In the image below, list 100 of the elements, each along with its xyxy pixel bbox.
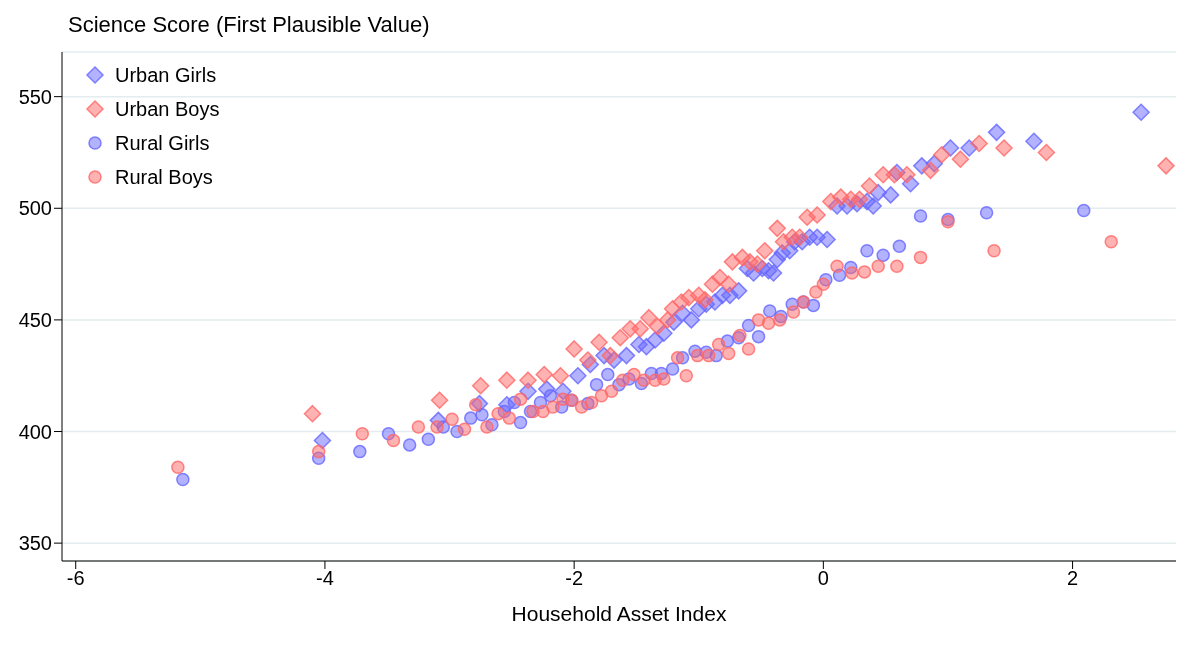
legend-label: Rural Girls bbox=[115, 131, 210, 155]
point bbox=[711, 337, 726, 352]
point bbox=[657, 372, 671, 386]
point bbox=[1037, 143, 1056, 162]
point bbox=[995, 139, 1013, 157]
point bbox=[617, 346, 636, 365]
point bbox=[457, 422, 472, 437]
point bbox=[519, 371, 537, 389]
point bbox=[663, 299, 682, 318]
x-tick-label: 2 bbox=[1067, 567, 1079, 590]
point bbox=[830, 259, 844, 274]
point bbox=[551, 366, 570, 385]
point bbox=[741, 342, 756, 356]
point bbox=[491, 406, 505, 421]
point bbox=[502, 411, 517, 425]
point bbox=[763, 304, 777, 318]
point bbox=[1025, 132, 1043, 151]
legend-label: Urban Boys bbox=[115, 97, 220, 121]
y-tick-label: 450 bbox=[18, 308, 52, 331]
point bbox=[421, 432, 436, 447]
point bbox=[1132, 103, 1150, 122]
point bbox=[1104, 235, 1118, 249]
y-axis-title: Science Score (First Plausible Value) bbox=[68, 12, 430, 38]
point bbox=[864, 197, 882, 215]
point bbox=[729, 282, 748, 300]
point bbox=[353, 444, 367, 459]
point bbox=[594, 389, 609, 403]
point bbox=[690, 348, 705, 363]
point bbox=[579, 351, 597, 369]
point bbox=[303, 404, 322, 423]
point bbox=[569, 366, 587, 385]
point bbox=[658, 311, 677, 329]
legend-label: Urban Girls bbox=[115, 63, 217, 87]
point bbox=[313, 431, 332, 450]
point bbox=[445, 412, 459, 426]
point bbox=[1157, 157, 1175, 175]
point bbox=[932, 145, 951, 164]
point bbox=[898, 166, 916, 184]
x-tick-label: -6 bbox=[66, 567, 85, 590]
point bbox=[631, 320, 649, 338]
point bbox=[871, 259, 885, 274]
point bbox=[751, 329, 766, 344]
point bbox=[761, 316, 776, 330]
point bbox=[471, 377, 490, 395]
point bbox=[951, 150, 970, 168]
point bbox=[475, 408, 489, 422]
point bbox=[601, 346, 620, 365]
point bbox=[513, 392, 528, 406]
point bbox=[386, 433, 401, 448]
point bbox=[773, 313, 787, 327]
point bbox=[913, 250, 928, 265]
point bbox=[355, 427, 370, 441]
point bbox=[627, 367, 641, 382]
point bbox=[463, 411, 478, 425]
point bbox=[816, 277, 831, 291]
point bbox=[682, 311, 701, 329]
point bbox=[665, 362, 680, 376]
point bbox=[741, 318, 756, 333]
point bbox=[850, 190, 869, 209]
point bbox=[565, 340, 583, 358]
point bbox=[748, 255, 767, 273]
point bbox=[601, 367, 615, 382]
y-tick-label: 400 bbox=[18, 420, 52, 443]
point bbox=[719, 275, 738, 293]
point bbox=[402, 438, 417, 452]
point bbox=[468, 397, 483, 412]
point bbox=[987, 123, 1006, 142]
point bbox=[637, 337, 656, 356]
point bbox=[311, 444, 326, 459]
point bbox=[979, 205, 994, 220]
x-tick-label: -4 bbox=[316, 567, 334, 590]
y-tick-label: 500 bbox=[18, 197, 52, 220]
point bbox=[970, 134, 988, 153]
point bbox=[721, 346, 736, 361]
point bbox=[845, 266, 859, 280]
point bbox=[786, 305, 801, 319]
point bbox=[543, 389, 558, 403]
point bbox=[574, 400, 589, 414]
x-axis-title: Household Asset Index bbox=[511, 602, 727, 625]
point bbox=[546, 400, 560, 414]
point bbox=[790, 228, 809, 247]
x-tick-label: -2 bbox=[565, 567, 584, 590]
point bbox=[590, 333, 608, 351]
point bbox=[860, 243, 874, 258]
point bbox=[921, 161, 940, 180]
point bbox=[857, 265, 872, 279]
point bbox=[679, 368, 694, 383]
point bbox=[768, 219, 786, 238]
point bbox=[860, 177, 879, 195]
point bbox=[890, 259, 904, 274]
point bbox=[670, 351, 685, 365]
y-tick-label: 550 bbox=[18, 85, 52, 108]
y-tick-label: 350 bbox=[18, 532, 52, 555]
legend-label: Rural Boys bbox=[115, 165, 213, 189]
point bbox=[611, 329, 629, 347]
point bbox=[171, 460, 185, 474]
point bbox=[584, 395, 599, 410]
point bbox=[881, 186, 900, 204]
point bbox=[808, 206, 826, 224]
point bbox=[892, 239, 907, 253]
